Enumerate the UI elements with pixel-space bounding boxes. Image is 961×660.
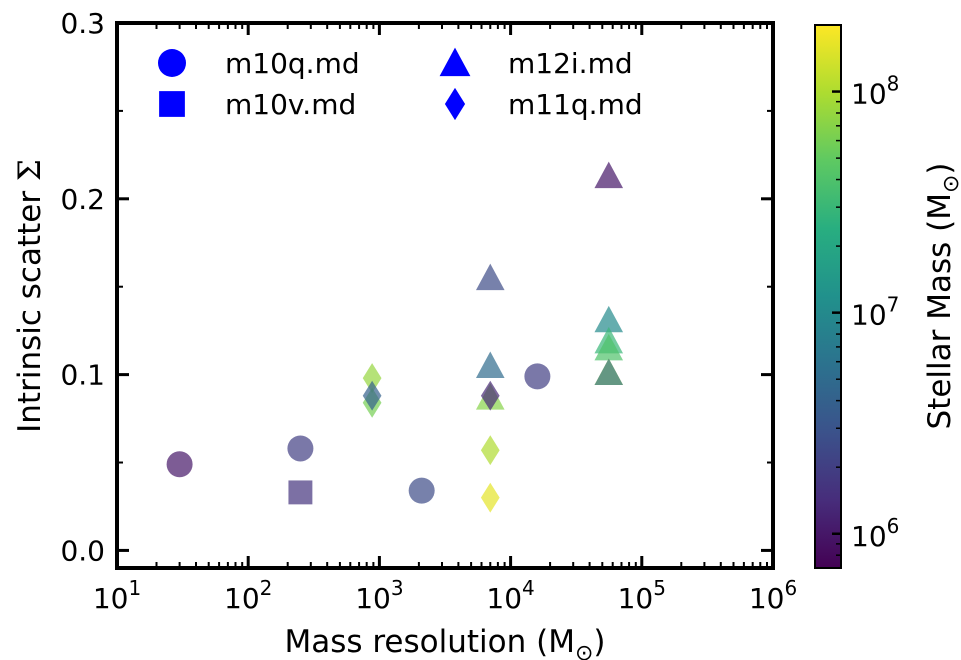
y-tick-label: 0.0 [60,534,105,567]
x-tick-label: 105 [618,576,666,615]
data-point-triangle [594,358,624,386]
axis-ticks [115,21,775,568]
legend-marker-diamond [444,87,466,121]
data-point-triangle [594,161,624,189]
x-tick-label: 101 [93,576,141,615]
colorbar-ticks: 106 107 108 [832,24,899,569]
data-point-triangle [594,305,624,333]
data-point-triangle [475,351,505,378]
x-tick-label: 102 [224,576,272,615]
legend: m10q.md m10v.md m12i.md m11q.md [158,47,643,121]
x-tick-labels: 101 102 103 104 105 106 [93,576,797,615]
data-point-circle [287,435,314,462]
x-tick-label: 104 [486,576,534,615]
data-points [166,161,624,513]
y-tick-labels: 0.0 0.1 0.2 0.3 [60,7,105,567]
legend-marker-square [159,91,185,117]
y-tick-label: 0.1 [60,359,105,392]
colorbar-label: Stellar Mass (M⊙) [922,162,961,429]
y-tick-label: 0.3 [60,7,105,40]
colorbar-tick-label: 108 [851,72,899,111]
data-point-diamond [362,380,382,411]
colorbar-tick-label: 106 [851,514,899,553]
data-point-diamond [480,380,500,411]
colorbar-tick-label: 107 [851,293,899,332]
data-point-square [288,480,313,505]
x-tick-label: 103 [355,576,403,615]
data-point-diamond [480,482,500,513]
data-point-diamond [480,435,500,466]
x-tick-label: 106 [749,576,797,615]
data-point-triangle [475,263,505,291]
legend-marker-triangle [439,47,471,77]
y-tick-label: 0.2 [60,183,105,216]
legend-label: m11q.md [508,88,643,121]
y-axis-label: Intrinsic scatter Σ [12,159,48,433]
data-point-triangle [594,333,624,361]
data-point-circle [166,451,193,478]
data-point-circle [408,477,435,504]
data-point-diamond [362,363,382,394]
data-point-circle [524,363,551,390]
legend-label: m12i.md [508,47,633,80]
x-axis-label: Mass resolution (M⊙) [284,624,605,660]
plot-frame [115,21,775,570]
legend-label: m10v.md [225,88,356,121]
legend-label: m10q.md [225,47,360,80]
colorbar [814,24,842,569]
legend-marker-circle [158,49,186,77]
